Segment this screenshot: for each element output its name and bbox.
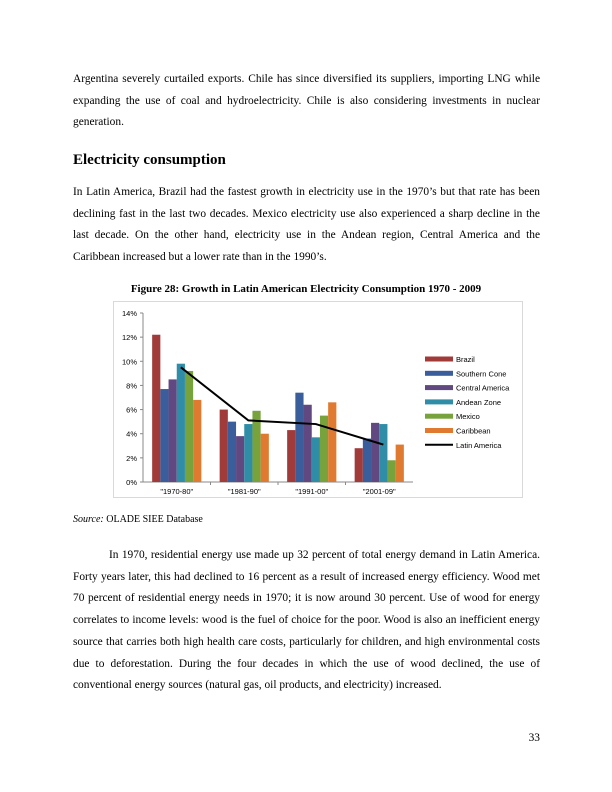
legend-label: Caribbean bbox=[456, 427, 491, 436]
bar-central-america bbox=[236, 436, 245, 482]
legend-swatch bbox=[425, 370, 453, 376]
legend-swatch bbox=[425, 413, 453, 419]
bar-caribbean bbox=[193, 399, 202, 482]
legend-label: Andean Zone bbox=[456, 398, 501, 407]
line-latin-america bbox=[180, 366, 384, 446]
bar-southern-cone bbox=[295, 392, 304, 482]
legend-swatch bbox=[425, 399, 453, 405]
source-text: OLADE SIEE Database bbox=[103, 514, 203, 525]
bar-mexico bbox=[184, 370, 194, 482]
y-tick-label: 8% bbox=[126, 381, 137, 390]
legend-label: Mexico bbox=[456, 412, 480, 421]
paragraph-electricity: In Latin America, Brazil had the fastest… bbox=[73, 186, 540, 264]
bar-southern-cone bbox=[160, 389, 169, 482]
source-label: Source: bbox=[73, 514, 104, 525]
paragraph-residential: In 1970, residential energy use made up … bbox=[73, 549, 540, 692]
legend-swatch bbox=[425, 356, 453, 362]
legend-swatch bbox=[425, 428, 453, 433]
y-tick-label: 4% bbox=[126, 430, 137, 439]
bar-chart: 0% 2% 4% 6% 8% 10% 12% 14% "1970-80" "1981-90" "1… bbox=[113, 301, 523, 498]
bar-brazil bbox=[287, 430, 296, 482]
x-tick-label: "1981-90" bbox=[228, 487, 261, 496]
legend-label: Central America bbox=[456, 384, 510, 393]
bar-mexico bbox=[319, 415, 329, 482]
legend-label: Brazil bbox=[456, 355, 475, 364]
bar-brazil bbox=[219, 409, 228, 482]
y-tick-label: 10% bbox=[122, 357, 137, 366]
x-tick-label: "1970-80" bbox=[160, 487, 193, 496]
bar-mexico bbox=[252, 410, 261, 482]
y-tick-label: 2% bbox=[126, 454, 137, 463]
bar-caribbean bbox=[260, 433, 269, 482]
legend-label: Latin America bbox=[456, 441, 502, 450]
bar-southern-cone bbox=[362, 438, 372, 482]
bar-central-america bbox=[303, 404, 312, 482]
y-tick-label: 12% bbox=[122, 333, 137, 342]
paragraph-intro: Argentina severely curtailed exports. Ch… bbox=[73, 73, 540, 129]
bar-brazil bbox=[354, 448, 363, 482]
bar-mexico bbox=[387, 460, 396, 482]
bar-caribbean bbox=[395, 444, 404, 482]
y-tick-label: 6% bbox=[126, 406, 137, 415]
y-tick-label: 0% bbox=[126, 478, 137, 487]
figure-caption: Figure 28: Growth in Latin American Elec… bbox=[130, 283, 482, 295]
section-heading: Electricity consumption bbox=[73, 152, 226, 168]
bar-central-america bbox=[168, 379, 177, 482]
legend-swatch bbox=[425, 385, 453, 391]
legend-label: Southern Cone bbox=[456, 369, 506, 378]
bar-andean-zone bbox=[379, 424, 388, 482]
y-tick-label: 14% bbox=[122, 309, 137, 318]
bar-caribbean bbox=[328, 402, 337, 482]
bar-central-america bbox=[371, 422, 380, 482]
source-note: Source: OLADE SIEE Database bbox=[73, 514, 203, 525]
bar-andean-zone bbox=[311, 437, 320, 482]
page-number: 33 bbox=[528, 732, 540, 744]
bar-andean-zone bbox=[176, 363, 185, 482]
bar-andean-zone bbox=[244, 424, 253, 482]
bar-brazil bbox=[152, 334, 161, 482]
bar-southern-cone bbox=[227, 421, 237, 482]
x-tick-label: "2001-09" bbox=[363, 487, 396, 496]
x-tick-label: "1991-00" bbox=[295, 487, 328, 496]
